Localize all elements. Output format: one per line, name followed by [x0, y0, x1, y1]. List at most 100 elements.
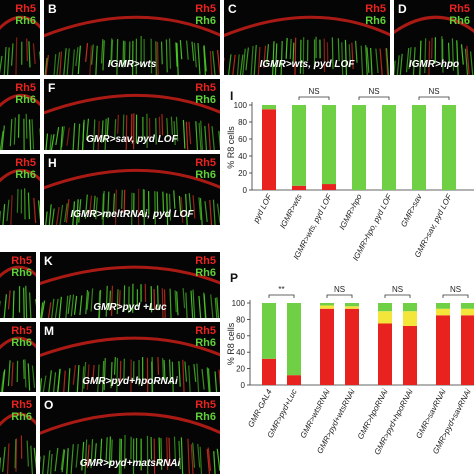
rhabdomere — [46, 450, 51, 474]
bar-segment — [436, 315, 450, 385]
rhabdomere — [337, 38, 340, 62]
rhabdomere — [55, 206, 60, 225]
rhabdomere — [48, 204, 52, 225]
rhabdomere — [163, 289, 166, 318]
rhabdomere — [120, 438, 123, 474]
rhabdomere — [7, 290, 11, 310]
rhabdomere — [419, 40, 422, 75]
rhabdomere — [214, 371, 218, 392]
rhabdomere — [193, 363, 197, 382]
stain-label: Rh5 — [195, 82, 216, 94]
stain-label: Rh5 — [11, 399, 32, 411]
rhabdomere — [114, 189, 117, 225]
panel-letter: H — [48, 156, 57, 170]
significance-bracket — [418, 96, 450, 100]
bar-segment — [403, 311, 417, 326]
stain-label: Rh5 — [11, 255, 32, 267]
rhabdomere — [116, 39, 119, 75]
rhabdomere — [16, 189, 19, 213]
rhabdomere — [25, 113, 28, 139]
panel-caption: GMR>pyd+hpoRNAi — [82, 376, 178, 387]
rhabdomere — [213, 451, 216, 474]
rhabdomere — [32, 43, 36, 65]
rhabdomere — [77, 123, 81, 150]
y-tick-label: 60 — [238, 135, 247, 144]
retina-edge — [44, 93, 220, 115]
stain-label: Rh6 — [195, 169, 216, 181]
rhabdomere — [227, 54, 232, 75]
panel-caption: IGMR>wts — [108, 59, 157, 70]
rhabdomere — [41, 300, 46, 318]
rhabdomere — [100, 39, 104, 64]
rhabdomere — [122, 40, 125, 68]
rhabdomere — [385, 48, 390, 75]
rhabdomere — [186, 40, 189, 60]
retina-edge — [40, 412, 220, 435]
bar-segment — [461, 315, 474, 385]
rhabdomere — [188, 193, 192, 213]
rhabdomere — [92, 119, 96, 150]
bar-segment — [287, 375, 301, 385]
micrograph-bg — [0, 322, 36, 392]
micrograph-bg — [40, 252, 220, 318]
stain-label: Rh5 — [195, 3, 216, 15]
rhabdomere — [101, 120, 104, 143]
significance-label: NS — [428, 87, 439, 96]
rhabdomere — [464, 48, 469, 75]
rhabdomere — [114, 119, 117, 139]
y-tick-label: 100 — [234, 101, 248, 110]
rhabdomere — [447, 42, 450, 64]
rhabdomere — [45, 211, 48, 225]
rhabdomere — [280, 40, 283, 75]
rhabdomere — [86, 444, 90, 468]
bar-segment — [345, 308, 359, 385]
rhabdomere — [54, 447, 59, 472]
rhabdomere — [94, 443, 97, 463]
rhabdomere — [192, 289, 196, 318]
micrograph-bg — [40, 396, 220, 474]
rhabdomere — [11, 362, 14, 387]
bar-segment — [320, 303, 334, 306]
stain-label: Rh6 — [11, 267, 32, 279]
rhabdomere — [412, 47, 416, 75]
chart-panel-letter: P — [230, 271, 238, 285]
bar-segment — [378, 303, 392, 312]
panel-caption: GMR>pyd+matsRNAi — [80, 458, 181, 469]
panel-caption: IGMR>hpo — [409, 59, 459, 70]
stain-label: Rh6 — [15, 94, 36, 106]
rhabdomere — [218, 369, 220, 389]
rhabdomere — [101, 360, 105, 392]
rhabdomere — [173, 190, 176, 209]
rhabdomere — [64, 203, 68, 223]
rhabdomere — [274, 43, 278, 75]
rhabdomere — [28, 292, 32, 318]
rhabdomere — [111, 39, 114, 61]
rhabdomere — [92, 195, 96, 217]
rhabdomere — [53, 54, 57, 75]
rhabdomere — [105, 285, 108, 317]
bar-segment — [382, 105, 396, 190]
significance-label: ** — [278, 285, 284, 294]
stain-label: Rh5 — [11, 325, 32, 337]
rhabdomere — [182, 359, 185, 392]
y-tick-label: 0 — [241, 381, 246, 390]
rhabdomere — [97, 120, 100, 150]
rhabdomere — [89, 195, 93, 214]
rhabdomere — [55, 127, 60, 146]
rhabdomere — [196, 363, 200, 392]
rhabdomere — [365, 45, 368, 75]
rhabdomere — [2, 446, 6, 472]
rhabdomere — [185, 292, 188, 318]
rhabdomere — [31, 119, 35, 150]
rhabdomere — [113, 357, 116, 375]
rhabdomere — [178, 195, 182, 216]
panel-letter: D — [398, 2, 407, 16]
rhabdomere — [212, 199, 216, 225]
rhabdomere — [216, 203, 220, 224]
rhabdomere — [160, 41, 163, 65]
bar-segment — [345, 303, 359, 307]
stain-label: Rh6 — [195, 15, 216, 27]
rhabdomere — [84, 439, 88, 474]
rhabdomere — [108, 436, 112, 465]
